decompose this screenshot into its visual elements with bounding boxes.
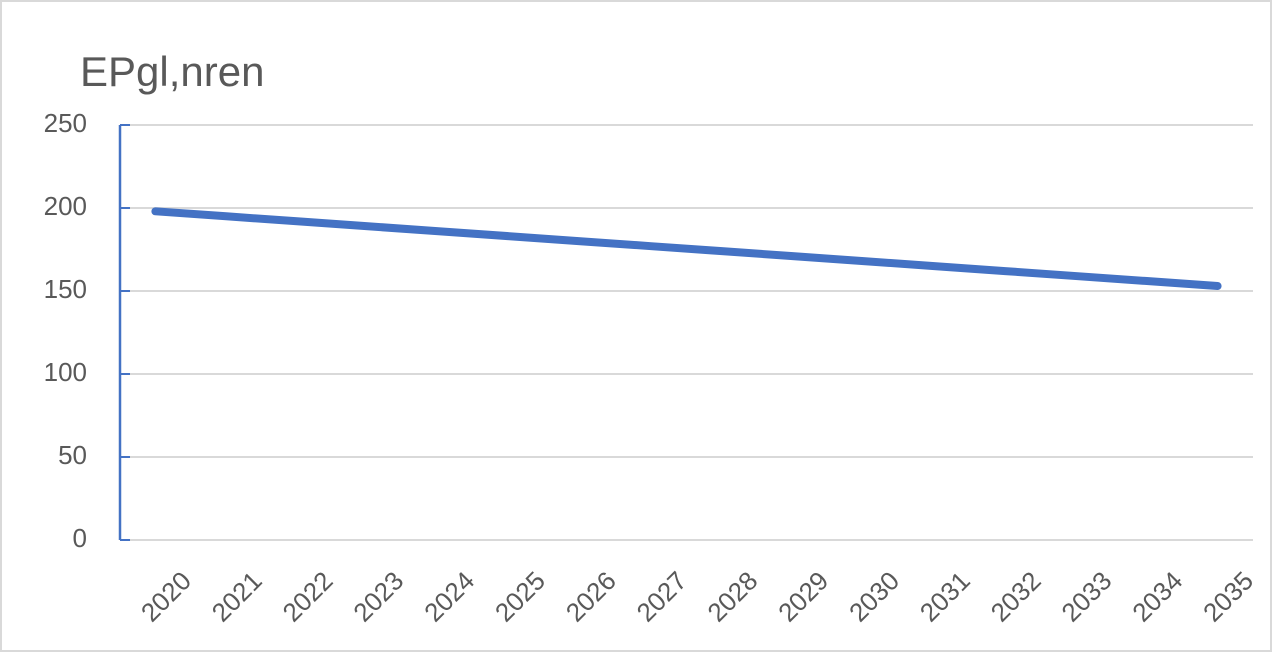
- y-tick-label: 250: [44, 108, 87, 138]
- y-tick-label: 200: [44, 191, 87, 221]
- data-line: [151, 207, 1222, 291]
- y-tick-label: 0: [73, 523, 87, 553]
- chart-title: EPgl,nren: [80, 48, 264, 95]
- y-tick-label: 150: [44, 274, 87, 304]
- y-tick-label: 100: [44, 357, 87, 387]
- y-tick-label: 50: [58, 440, 87, 470]
